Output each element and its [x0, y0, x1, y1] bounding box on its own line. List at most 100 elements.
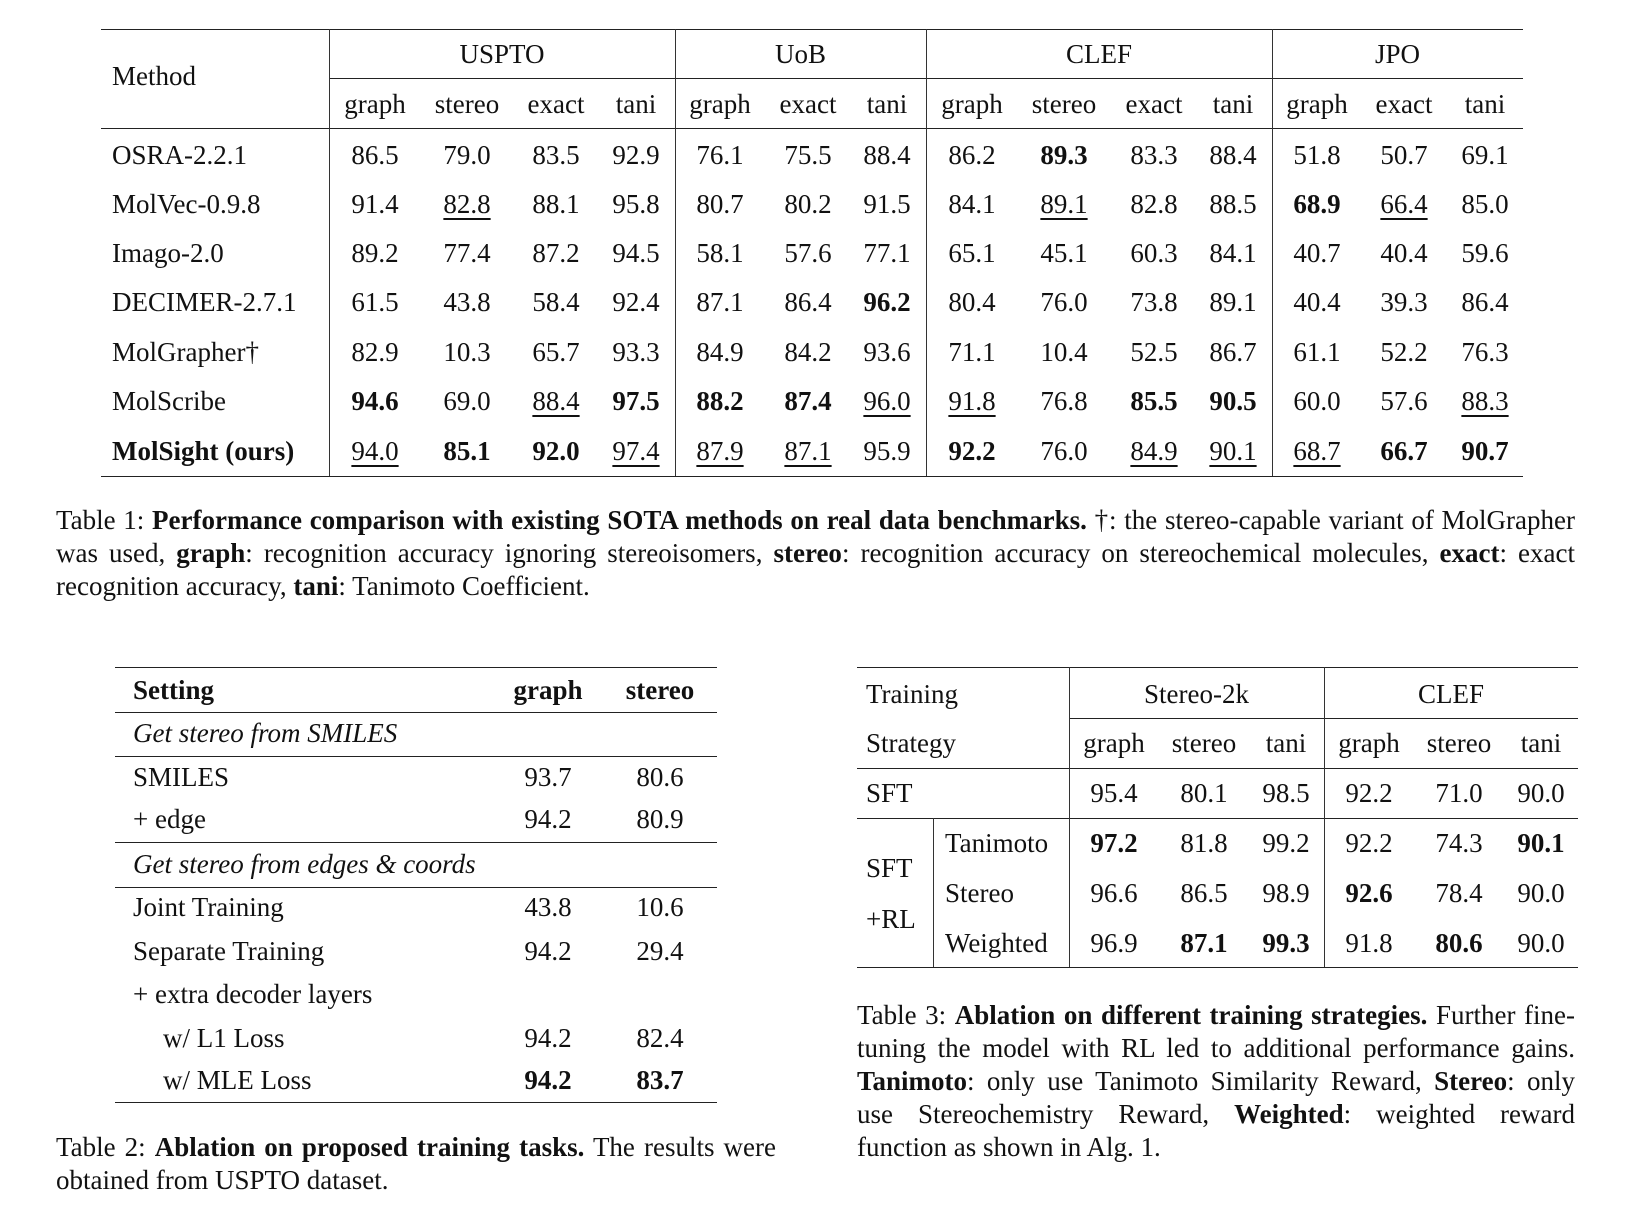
graph-score: 94.2 [524, 1065, 572, 1095]
stereo-score: 82.4 [636, 1023, 684, 1053]
graph-score: 94.2 [524, 804, 572, 834]
score-cell: 92.2 [1345, 828, 1393, 858]
caption-segment: Ablation on different training strategie… [954, 1000, 1428, 1030]
score-cell: 91.4 [351, 189, 399, 219]
caption-segment: Weighted [1234, 1099, 1344, 1129]
score-cell: 90.0 [1517, 878, 1565, 908]
setting-label: Joint Training [133, 892, 284, 922]
score-cell: 86.7 [1209, 337, 1257, 367]
metric-header-exact: exact [779, 89, 837, 119]
metric-header-exact: exact [1125, 89, 1183, 119]
metric-header-graph: graph [344, 89, 406, 119]
stereo-score: 29.4 [636, 936, 684, 966]
score-cell: 84.1 [1209, 238, 1257, 268]
setting-label: Separate Training [133, 936, 325, 966]
score-cell: 89.3 [1040, 140, 1088, 170]
score-cell: 80.7 [696, 189, 744, 219]
score-cell: 87.1 [1180, 928, 1228, 958]
score-cell: 10.4 [1040, 337, 1088, 367]
reward-label: Tanimoto [945, 828, 1049, 858]
column-divider [1069, 667, 1070, 967]
score-cell: 69.0 [443, 386, 491, 416]
section-rule [115, 887, 717, 888]
caption-segment: : exact recognition accuracy, [56, 538, 1575, 601]
score-cell: 88.4 [532, 386, 580, 416]
score-cell: 95.4 [1090, 778, 1138, 808]
score-cell: 95.8 [612, 189, 660, 219]
score-cell: 76.0 [1040, 436, 1088, 466]
score-cell: 82.8 [1130, 189, 1178, 219]
score-cell: 51.8 [1293, 140, 1341, 170]
score-cell: 84.9 [696, 337, 744, 367]
score-cell: 92.2 [948, 436, 996, 466]
score-cell: 59.6 [1461, 238, 1509, 268]
method-name: Imago-2.0 [112, 238, 224, 268]
caption-segment: †: the stereo-capable variant of MolGrap… [56, 505, 1575, 568]
score-cell: 85.1 [443, 436, 491, 466]
rl-group-label: +RL [866, 904, 916, 934]
metric-header-exact: exact [1375, 89, 1433, 119]
score-cell: 39.3 [1380, 287, 1428, 317]
bottom-rule [101, 476, 1523, 477]
caption-segment: : only use Stereochemistry Reward, [857, 1066, 1575, 1129]
score-cell: 79.0 [443, 140, 491, 170]
score-cell: 76.1 [696, 140, 744, 170]
score-cell: 90.0 [1517, 928, 1565, 958]
score-cell: 87.4 [784, 386, 832, 416]
method-name: OSRA-2.2.1 [112, 140, 248, 170]
header-rule [101, 128, 1523, 129]
score-cell: 96.2 [863, 287, 911, 317]
score-cell: 88.1 [532, 189, 580, 219]
metric-header-tani: tani [1265, 728, 1307, 758]
score-cell: 89.1 [1040, 189, 1088, 219]
metric-header-stereo: stereo [1171, 728, 1237, 758]
score-cell: 10.3 [443, 337, 491, 367]
score-cell: 88.5 [1209, 189, 1257, 219]
metric-header-graph: graph [1286, 89, 1348, 119]
metric-header-stereo: stereo [1426, 728, 1492, 758]
score-cell: 83.3 [1130, 140, 1178, 170]
caption-segment: : only use Tanimoto Similarity Reward, [967, 1066, 1435, 1096]
caption-segment: Table 2: [56, 1132, 155, 1162]
setting-label: + edge [133, 804, 206, 834]
dataset-header-uspto: USPTO [459, 39, 545, 69]
sft-rule [857, 818, 1578, 819]
score-cell: 91.8 [948, 386, 996, 416]
section-rule [115, 756, 717, 757]
column-divider [675, 29, 676, 476]
section-rule [115, 842, 717, 843]
score-cell: 65.1 [948, 238, 996, 268]
score-cell: 85.0 [1461, 189, 1509, 219]
score-cell: 40.4 [1293, 287, 1341, 317]
score-cell: 96.0 [863, 386, 911, 416]
header-rule [857, 768, 1578, 769]
caption-segment: The results were obtained from USPTO dat… [56, 1132, 777, 1195]
score-cell: 94.6 [351, 386, 399, 416]
metric-header-tani: tani [615, 89, 657, 119]
dataset-header-jpo: JPO [1374, 39, 1421, 69]
method-name: MolSight (ours) [112, 436, 295, 466]
caption-segment: Ablation on proposed training tasks. [154, 1132, 585, 1162]
score-cell: 84.2 [784, 337, 832, 367]
score-cell: 60.0 [1293, 386, 1341, 416]
column-divider [1272, 29, 1273, 476]
metric-header-graph: graph [941, 89, 1003, 119]
section-title: Get stereo from SMILES [133, 718, 398, 748]
score-cell: 80.6 [1435, 928, 1483, 958]
score-cell: 58.4 [532, 287, 580, 317]
score-cell: 90.7 [1461, 436, 1509, 466]
score-cell: 57.6 [1380, 386, 1428, 416]
score-cell: 92.2 [1345, 778, 1393, 808]
dataset-header-clef: CLEF [1065, 39, 1133, 69]
score-cell: 87.1 [784, 436, 832, 466]
column-divider [926, 29, 927, 476]
caption-segment: : recognition accuracy on stereochemical… [841, 538, 1440, 568]
score-cell: 76.3 [1461, 337, 1509, 367]
score-cell: 95.9 [863, 436, 911, 466]
score-cell: 40.4 [1380, 238, 1428, 268]
score-cell: 86.4 [784, 287, 832, 317]
setting-label: w/ L1 Loss [163, 1023, 285, 1053]
metric-header-exact: exact [527, 89, 585, 119]
metric-header-stereo: stereo [1031, 89, 1097, 119]
score-cell: 40.7 [1293, 238, 1341, 268]
